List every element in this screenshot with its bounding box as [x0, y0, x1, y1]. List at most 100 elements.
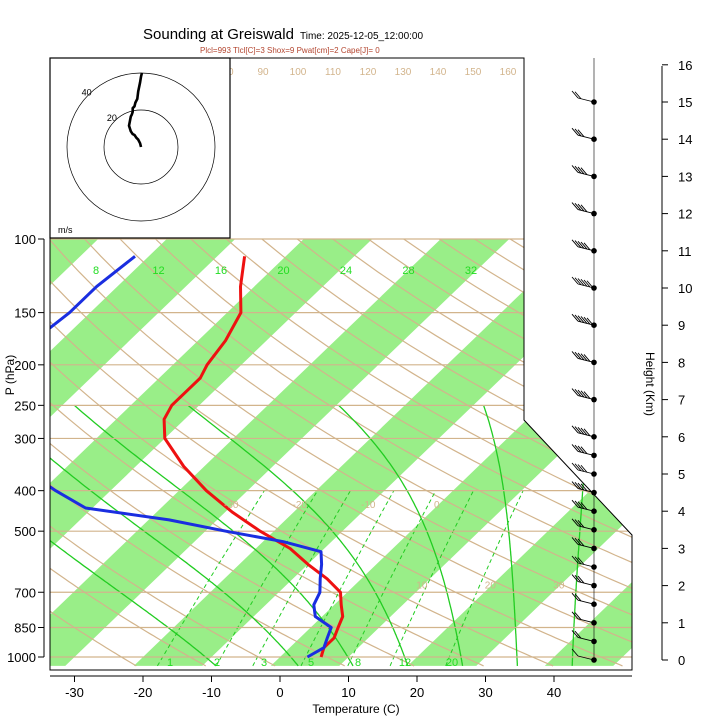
height-tick-label: 9	[678, 318, 685, 333]
barb-flag	[574, 91, 582, 100]
barb-dot	[591, 601, 597, 607]
x-tick-label: 30	[478, 685, 492, 700]
isotherm-band	[682, 239, 720, 666]
barb-flag	[580, 483, 588, 492]
moist-adiabat-label: 32	[465, 265, 477, 277]
barb-flag	[574, 556, 582, 565]
y-tick-label: 300	[14, 431, 36, 446]
barb-flag	[574, 128, 582, 137]
dry-adiabat-label: 140	[430, 67, 447, 78]
moist-adiabat	[482, 405, 519, 666]
barb-flag	[577, 575, 585, 584]
moist-adiabat-label: 28	[402, 265, 414, 277]
wind-barb	[571, 611, 597, 626]
barb-flag	[571, 425, 579, 434]
x-tick-label: -30	[65, 685, 84, 700]
moist-adiabat-label: 8	[93, 265, 99, 277]
barb-flag	[571, 555, 579, 564]
barb-dot	[591, 99, 597, 105]
barb-flag	[577, 501, 585, 509]
moist-adiabat	[338, 404, 464, 667]
barb-flag	[574, 389, 582, 397]
barb-flag	[574, 482, 582, 490]
dry-adiabat	[545, 238, 632, 667]
barb-flag	[571, 630, 579, 638]
temperature-profile	[162, 256, 345, 658]
mixing-ratio-line	[215, 490, 318, 667]
barb-dot	[591, 285, 597, 291]
barb-flag	[574, 277, 582, 286]
barb-dot	[591, 173, 597, 180]
isotherm-label: 10	[416, 580, 428, 591]
mixing-ratio-label: 12	[399, 657, 411, 669]
wind-barb	[571, 425, 597, 440]
isotherm-label: -10	[361, 500, 376, 511]
barb-flag	[583, 242, 591, 251]
x-axis-label: Temperature (C)	[312, 702, 399, 716]
height-tick-label: 2	[678, 579, 685, 594]
barb-flag	[571, 499, 579, 508]
moist-adiabat-label: 20	[277, 265, 289, 277]
wind-barb	[571, 481, 597, 496]
barb-dot	[591, 545, 597, 552]
dry-adiabat	[50, 238, 632, 667]
barb-flag	[574, 500, 582, 509]
isotherm-label: -30	[224, 500, 239, 511]
moist-adiabat	[73, 404, 354, 667]
moist-adiabat	[50, 404, 299, 667]
x-tick-label: -10	[202, 685, 221, 700]
barb-flag	[571, 127, 579, 136]
x-tick-label: -20	[134, 685, 153, 700]
wind-barb	[571, 351, 597, 366]
profiles	[50, 255, 345, 659]
y-tick-label: 100	[14, 232, 36, 247]
barb-flag	[571, 481, 579, 489]
dry-adiabat	[50, 238, 623, 667]
wind-barb	[571, 388, 597, 403]
barb-dot	[591, 489, 597, 496]
barb-flag	[571, 611, 579, 620]
barb-flag	[574, 593, 582, 602]
barb-dot	[591, 620, 597, 626]
barb-flag	[574, 537, 582, 546]
moist-adiabat-label: 12	[152, 265, 164, 277]
moist-adiabat	[50, 404, 217, 667]
barb-flag	[577, 557, 585, 565]
height-tick-label: 3	[678, 541, 685, 556]
barb-flag	[571, 574, 579, 582]
barb-flag	[571, 239, 579, 248]
mixing-ratio-label: 2	[214, 657, 220, 669]
dry-adiabat	[84, 238, 632, 667]
barb-flag	[583, 279, 591, 288]
barb-flag	[577, 203, 585, 212]
dry-adiabat	[50, 238, 276, 667]
mixing-ratio-label: 8	[355, 657, 361, 669]
wind-barb	[571, 592, 597, 607]
y-tick-label: 1000	[7, 650, 36, 665]
barb-flag	[577, 538, 585, 547]
dry-adiabat-label: 130	[395, 67, 412, 78]
mixing-ratio-label: 5	[308, 657, 314, 669]
mixing-ratio-line	[347, 490, 437, 667]
dry-adiabat	[155, 238, 632, 667]
barb-flag	[577, 241, 585, 249]
barb-dot	[591, 396, 597, 403]
barb-dot	[591, 210, 597, 217]
y-tick-label: 200	[14, 358, 36, 373]
barb-flag	[574, 575, 582, 583]
wind-barb	[571, 499, 597, 514]
barb-dot	[591, 136, 597, 142]
height-tick-label: 8	[678, 355, 685, 370]
hodograph-ring	[103, 109, 179, 185]
barb-dot	[591, 582, 597, 589]
barb-flag	[580, 241, 588, 250]
barb-flag	[580, 502, 588, 510]
isotherm-band	[270, 239, 632, 666]
barb-flag	[574, 240, 582, 248]
y-tick-label: 850	[14, 620, 36, 635]
isotherm-band	[50, 239, 373, 666]
dry-adiabat	[226, 238, 632, 667]
barb-flag	[571, 537, 579, 545]
sounding-indices: Plcl=993 Tlcl[C]=3 Shox=9 Pwat[cm]=2 Cap…	[200, 46, 380, 55]
